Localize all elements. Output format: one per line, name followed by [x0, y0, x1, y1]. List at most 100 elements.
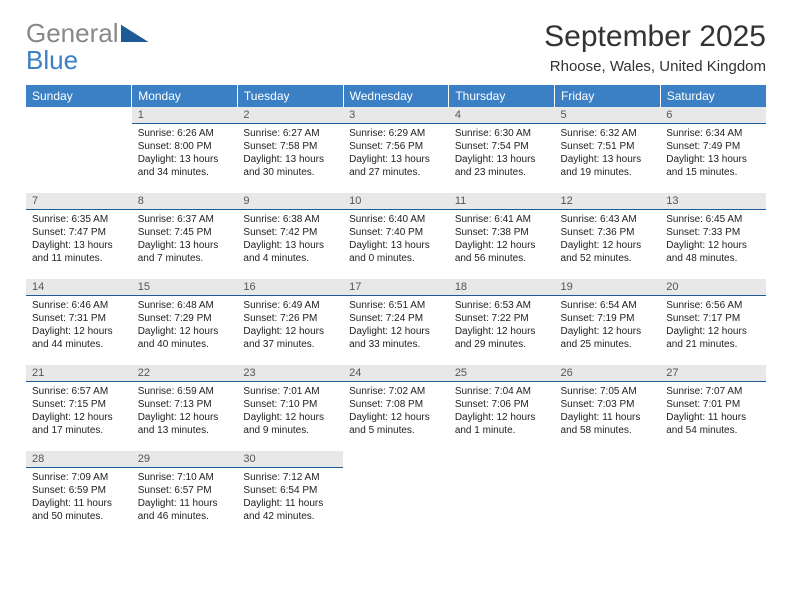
day-number: 9 [237, 193, 343, 210]
day-number: 13 [660, 193, 766, 210]
logo-text: General Blue [26, 20, 149, 74]
day-details: Sunrise: 6:43 AMSunset: 7:36 PMDaylight:… [555, 210, 661, 268]
calendar-row: 28Sunrise: 7:09 AMSunset: 6:59 PMDayligh… [26, 451, 766, 537]
calendar-row: 21Sunrise: 6:57 AMSunset: 7:15 PMDayligh… [26, 365, 766, 451]
calendar-cell: 5Sunrise: 6:32 AMSunset: 7:51 PMDaylight… [555, 107, 661, 193]
calendar-cell: 18Sunrise: 6:53 AMSunset: 7:22 PMDayligh… [449, 279, 555, 365]
calendar-cell: 29Sunrise: 7:10 AMSunset: 6:57 PMDayligh… [132, 451, 238, 537]
calendar-cell: 1Sunrise: 6:26 AMSunset: 8:00 PMDaylight… [132, 107, 238, 193]
calendar-row: 1Sunrise: 6:26 AMSunset: 8:00 PMDaylight… [26, 107, 766, 193]
day-number: 14 [26, 279, 132, 296]
calendar-head: SundayMondayTuesdayWednesdayThursdayFrid… [26, 85, 766, 107]
day-details: Sunrise: 6:29 AMSunset: 7:56 PMDaylight:… [343, 124, 449, 182]
calendar-cell: 28Sunrise: 7:09 AMSunset: 6:59 PMDayligh… [26, 451, 132, 537]
title-block: September 2025 Rhoose, Wales, United Kin… [544, 20, 766, 75]
day-number: 7 [26, 193, 132, 210]
calendar-cell: 8Sunrise: 6:37 AMSunset: 7:45 PMDaylight… [132, 193, 238, 279]
day-details: Sunrise: 6:34 AMSunset: 7:49 PMDaylight:… [660, 124, 766, 182]
calendar-cell: 27Sunrise: 7:07 AMSunset: 7:01 PMDayligh… [660, 365, 766, 451]
day-details: Sunrise: 6:40 AMSunset: 7:40 PMDaylight:… [343, 210, 449, 268]
weekday-header: Thursday [449, 85, 555, 107]
day-details: Sunrise: 6:38 AMSunset: 7:42 PMDaylight:… [237, 210, 343, 268]
calendar-cell: 7Sunrise: 6:35 AMSunset: 7:47 PMDaylight… [26, 193, 132, 279]
day-details: Sunrise: 6:57 AMSunset: 7:15 PMDaylight:… [26, 382, 132, 440]
calendar-cell-empty [343, 451, 449, 537]
calendar-cell: 6Sunrise: 6:34 AMSunset: 7:49 PMDaylight… [660, 107, 766, 193]
calendar-cell: 3Sunrise: 6:29 AMSunset: 7:56 PMDaylight… [343, 107, 449, 193]
calendar-cell: 15Sunrise: 6:48 AMSunset: 7:29 PMDayligh… [132, 279, 238, 365]
day-details: Sunrise: 6:26 AMSunset: 8:00 PMDaylight:… [132, 124, 238, 182]
day-number: 21 [26, 365, 132, 382]
day-number: 29 [132, 451, 238, 468]
day-number: 6 [660, 107, 766, 124]
calendar-cell-empty [26, 107, 132, 193]
weekday-header: Tuesday [237, 85, 343, 107]
day-details: Sunrise: 6:27 AMSunset: 7:58 PMDaylight:… [237, 124, 343, 182]
day-details: Sunrise: 6:53 AMSunset: 7:22 PMDaylight:… [449, 296, 555, 354]
day-number: 26 [555, 365, 661, 382]
calendar-cell: 4Sunrise: 6:30 AMSunset: 7:54 PMDaylight… [449, 107, 555, 193]
calendar-cell: 14Sunrise: 6:46 AMSunset: 7:31 PMDayligh… [26, 279, 132, 365]
day-number: 30 [237, 451, 343, 468]
calendar-cell: 17Sunrise: 6:51 AMSunset: 7:24 PMDayligh… [343, 279, 449, 365]
calendar-cell: 2Sunrise: 6:27 AMSunset: 7:58 PMDaylight… [237, 107, 343, 193]
day-details: Sunrise: 6:37 AMSunset: 7:45 PMDaylight:… [132, 210, 238, 268]
day-number: 18 [449, 279, 555, 296]
day-number: 20 [660, 279, 766, 296]
calendar-cell: 13Sunrise: 6:45 AMSunset: 7:33 PMDayligh… [660, 193, 766, 279]
location-text: Rhoose, Wales, United Kingdom [544, 58, 766, 75]
day-details: Sunrise: 6:35 AMSunset: 7:47 PMDaylight:… [26, 210, 132, 268]
day-details: Sunrise: 7:05 AMSunset: 7:03 PMDaylight:… [555, 382, 661, 440]
day-details: Sunrise: 6:41 AMSunset: 7:38 PMDaylight:… [449, 210, 555, 268]
weekday-header: Monday [132, 85, 238, 107]
weekday-header: Wednesday [343, 85, 449, 107]
day-number: 28 [26, 451, 132, 468]
day-number: 27 [660, 365, 766, 382]
day-details: Sunrise: 7:01 AMSunset: 7:10 PMDaylight:… [237, 382, 343, 440]
day-details: Sunrise: 7:07 AMSunset: 7:01 PMDaylight:… [660, 382, 766, 440]
day-details: Sunrise: 6:51 AMSunset: 7:24 PMDaylight:… [343, 296, 449, 354]
calendar-cell: 22Sunrise: 6:59 AMSunset: 7:13 PMDayligh… [132, 365, 238, 451]
day-details: Sunrise: 6:30 AMSunset: 7:54 PMDaylight:… [449, 124, 555, 182]
day-number: 16 [237, 279, 343, 296]
day-number: 15 [132, 279, 238, 296]
page-title: September 2025 [544, 20, 766, 54]
day-number: 17 [343, 279, 449, 296]
calendar-cell-empty [449, 451, 555, 537]
calendar-cell-empty [660, 451, 766, 537]
day-number: 2 [237, 107, 343, 124]
calendar-cell: 10Sunrise: 6:40 AMSunset: 7:40 PMDayligh… [343, 193, 449, 279]
logo-word2: Blue [26, 45, 78, 75]
day-details: Sunrise: 6:48 AMSunset: 7:29 PMDaylight:… [132, 296, 238, 354]
calendar-row: 14Sunrise: 6:46 AMSunset: 7:31 PMDayligh… [26, 279, 766, 365]
calendar-row: 7Sunrise: 6:35 AMSunset: 7:47 PMDaylight… [26, 193, 766, 279]
day-number: 12 [555, 193, 661, 210]
day-details: Sunrise: 6:56 AMSunset: 7:17 PMDaylight:… [660, 296, 766, 354]
day-number: 3 [343, 107, 449, 124]
weekday-header: Friday [555, 85, 661, 107]
weekday-row: SundayMondayTuesdayWednesdayThursdayFrid… [26, 85, 766, 107]
calendar-cell: 23Sunrise: 7:01 AMSunset: 7:10 PMDayligh… [237, 365, 343, 451]
calendar-cell: 25Sunrise: 7:04 AMSunset: 7:06 PMDayligh… [449, 365, 555, 451]
day-details: Sunrise: 7:04 AMSunset: 7:06 PMDaylight:… [449, 382, 555, 440]
day-number: 4 [449, 107, 555, 124]
calendar-cell: 20Sunrise: 6:56 AMSunset: 7:17 PMDayligh… [660, 279, 766, 365]
calendar-cell: 21Sunrise: 6:57 AMSunset: 7:15 PMDayligh… [26, 365, 132, 451]
calendar-cell: 12Sunrise: 6:43 AMSunset: 7:36 PMDayligh… [555, 193, 661, 279]
calendar-table: SundayMondayTuesdayWednesdayThursdayFrid… [26, 85, 766, 537]
day-details: Sunrise: 6:45 AMSunset: 7:33 PMDaylight:… [660, 210, 766, 268]
calendar-cell: 19Sunrise: 6:54 AMSunset: 7:19 PMDayligh… [555, 279, 661, 365]
day-details: Sunrise: 7:09 AMSunset: 6:59 PMDaylight:… [26, 468, 132, 526]
day-number: 8 [132, 193, 238, 210]
calendar-cell: 16Sunrise: 6:49 AMSunset: 7:26 PMDayligh… [237, 279, 343, 365]
calendar-cell-empty [555, 451, 661, 537]
day-details: Sunrise: 7:10 AMSunset: 6:57 PMDaylight:… [132, 468, 238, 526]
day-number: 25 [449, 365, 555, 382]
calendar-cell: 26Sunrise: 7:05 AMSunset: 7:03 PMDayligh… [555, 365, 661, 451]
calendar-cell: 30Sunrise: 7:12 AMSunset: 6:54 PMDayligh… [237, 451, 343, 537]
calendar-cell: 11Sunrise: 6:41 AMSunset: 7:38 PMDayligh… [449, 193, 555, 279]
calendar-cell: 9Sunrise: 6:38 AMSunset: 7:42 PMDaylight… [237, 193, 343, 279]
day-number: 23 [237, 365, 343, 382]
day-number: 19 [555, 279, 661, 296]
header-row: General Blue September 2025 Rhoose, Wale… [26, 20, 766, 75]
